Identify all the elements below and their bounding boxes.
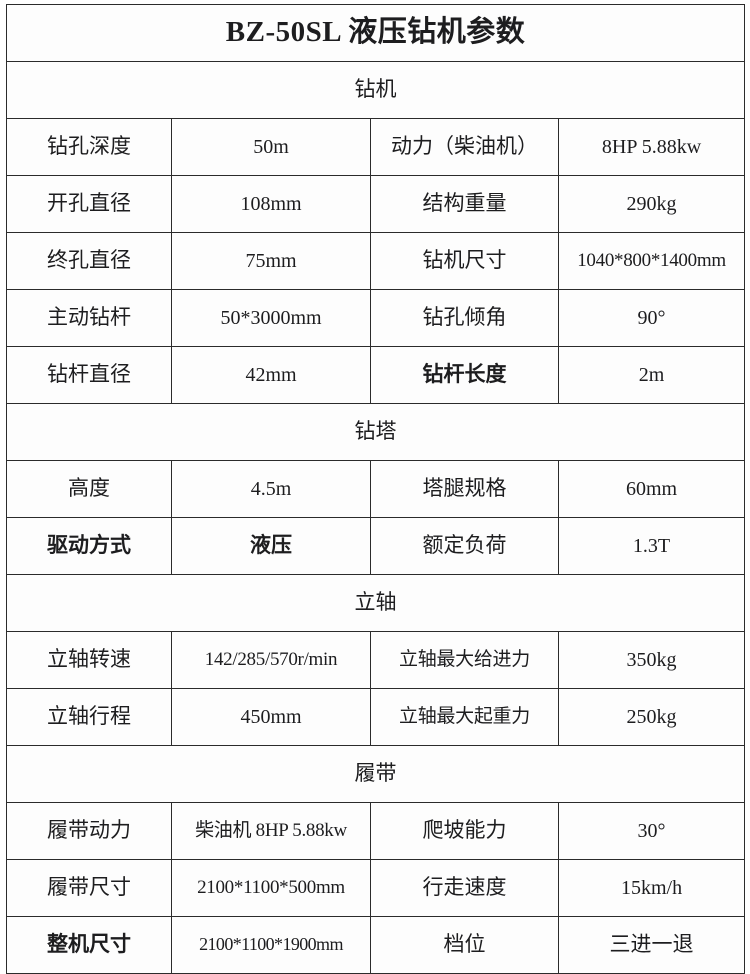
- row-label-right: 钻孔倾角: [370, 289, 559, 347]
- row-value-right: 350kg: [557, 631, 746, 689]
- table-row: 高度 4.5m 塔腿规格 60mm: [6, 460, 746, 518]
- row-value-right: 1040*800*1400mm: [557, 232, 746, 290]
- row-label-right: 动力（柴油机）: [370, 118, 559, 176]
- row-value-right: 60mm: [557, 460, 746, 518]
- row-value-left: 50*3000mm: [171, 289, 371, 347]
- row-label-right: 立轴最大起重力: [370, 688, 559, 746]
- table-row: 驱动方式 液压 额定负荷 1.3T: [6, 517, 746, 575]
- table-row: 立轴转速 142/285/570r/min 立轴最大给进力 350kg: [6, 631, 746, 689]
- row-value-right: 2m: [557, 346, 746, 404]
- row-label-right: 钻杆长度: [370, 346, 559, 404]
- row-label-left: 履带尺寸: [6, 859, 172, 917]
- section-header-row: 立轴: [5, 574, 746, 632]
- table-row: 整机尺寸 2100*1100*1900mm 档位 三进一退: [6, 916, 746, 974]
- table-row: 钻杆直径 42mm 钻杆长度 2m: [6, 346, 746, 404]
- page-title: BZ-50SL 液压钻机参数: [5, 4, 746, 62]
- title-row: BZ-50SL 液压钻机参数: [5, 4, 746, 62]
- row-label-left: 驱动方式: [6, 517, 172, 575]
- row-label-left: 履带动力: [6, 802, 172, 860]
- table-row: 开孔直径 108mm 结构重量 290kg: [6, 175, 746, 233]
- table-row: 钻孔深度 50m 动力（柴油机） 8HP 5.88kw: [6, 118, 746, 176]
- row-value-right: 30°: [557, 802, 746, 860]
- row-value-right: 1.3T: [557, 517, 746, 575]
- row-label-left: 终孔直径: [6, 232, 172, 290]
- section-header-derrick: 钻塔: [5, 403, 746, 461]
- row-value-right: 250kg: [557, 688, 746, 746]
- section-header-drill-rig: 钻机: [5, 61, 746, 119]
- row-label-left: 主动钻杆: [6, 289, 172, 347]
- specification-table: BZ-50SL 液压钻机参数 钻机 钻孔深度 50m 动力（柴油机） 8HP 5…: [5, 4, 746, 974]
- row-value-left: 108mm: [171, 175, 371, 233]
- row-value-left: 450mm: [171, 688, 371, 746]
- row-label-left: 整机尺寸: [6, 916, 172, 974]
- section-header-row: 履带: [5, 745, 746, 803]
- row-value-left: 142/285/570r/min: [171, 631, 371, 689]
- row-label-left: 高度: [6, 460, 172, 518]
- row-value-left: 2100*1100*500mm: [171, 859, 371, 917]
- section-header-crawler: 履带: [5, 745, 746, 803]
- row-value-left: 2100*1100*1900mm: [171, 916, 371, 974]
- row-label-right: 档位: [370, 916, 559, 974]
- row-label-right: 行走速度: [370, 859, 559, 917]
- table-row: 履带尺寸 2100*1100*500mm 行走速度 15km/h: [6, 859, 746, 917]
- row-label-right: 结构重量: [370, 175, 559, 233]
- section-header-row: 钻机: [5, 61, 746, 119]
- section-header-row: 钻塔: [5, 403, 746, 461]
- row-label-left: 立轴转速: [6, 631, 172, 689]
- row-label-left: 立轴行程: [6, 688, 172, 746]
- table-row: 终孔直径 75mm 钻机尺寸 1040*800*1400mm: [6, 232, 746, 290]
- row-value-left: 4.5m: [171, 460, 371, 518]
- row-value-right: 90°: [557, 289, 746, 347]
- row-label-left: 开孔直径: [6, 175, 172, 233]
- row-value-left: 柴油机 8HP 5.88kw: [171, 802, 371, 860]
- row-label-left: 钻杆直径: [6, 346, 172, 404]
- row-value-right: 15km/h: [557, 859, 746, 917]
- table-body: BZ-50SL 液压钻机参数 钻机 钻孔深度 50m 动力（柴油机） 8HP 5…: [5, 4, 746, 974]
- table-row: 主动钻杆 50*3000mm 钻孔倾角 90°: [6, 289, 746, 347]
- row-value-left: 42mm: [171, 346, 371, 404]
- table-row: 履带动力 柴油机 8HP 5.88kw 爬坡能力 30°: [6, 802, 746, 860]
- row-value-left: 液压: [171, 517, 371, 575]
- section-header-spindle: 立轴: [5, 574, 746, 632]
- row-label-right: 额定负荷: [370, 517, 559, 575]
- row-label-right: 塔腿规格: [370, 460, 559, 518]
- row-label-right: 爬坡能力: [370, 802, 559, 860]
- row-value-right: 三进一退: [557, 916, 746, 974]
- row-label-right: 立轴最大给进力: [370, 631, 559, 689]
- row-value-right: 8HP 5.88kw: [557, 118, 746, 176]
- row-label-left: 钻孔深度: [6, 118, 172, 176]
- table-row: 立轴行程 450mm 立轴最大起重力 250kg: [6, 688, 746, 746]
- row-value-right: 290kg: [557, 175, 746, 233]
- row-label-right: 钻机尺寸: [370, 232, 559, 290]
- row-value-left: 50m: [171, 118, 371, 176]
- row-value-left: 75mm: [171, 232, 371, 290]
